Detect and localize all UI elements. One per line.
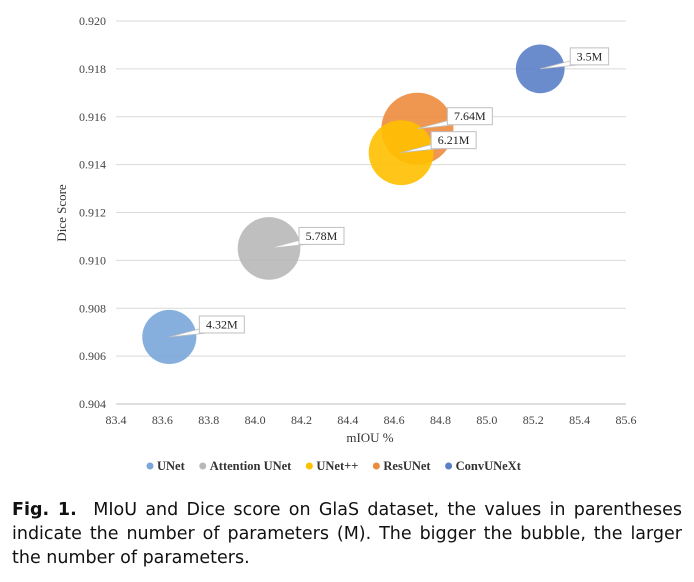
x-axis-title: mIOU % bbox=[346, 430, 393, 445]
x-tick-label: 84.0 bbox=[245, 413, 266, 427]
x-tick-label: 85.0 bbox=[476, 413, 497, 427]
callout-box bbox=[430, 131, 477, 150]
callout-box bbox=[446, 107, 493, 126]
legend-marker bbox=[445, 462, 453, 470]
y-tick-label: 0.906 bbox=[79, 349, 106, 363]
x-tick-label: 84.8 bbox=[430, 413, 451, 427]
callout-box bbox=[298, 226, 345, 245]
x-tick-label: 83.4 bbox=[106, 413, 127, 427]
legend-marker bbox=[305, 462, 313, 470]
caption-text: MIoU and Dice score on GlaS dataset, the… bbox=[12, 500, 682, 568]
x-tick-label: 83.6 bbox=[152, 413, 173, 427]
x-tick-label: 84.4 bbox=[337, 413, 358, 427]
y-tick-label: 0.908 bbox=[79, 301, 106, 315]
y-tick-label: 0.920 bbox=[79, 14, 106, 28]
legend-marker bbox=[199, 462, 207, 470]
legend-label: Attention UNet bbox=[210, 459, 292, 473]
legend-label: UNet++ bbox=[316, 459, 358, 473]
data-label: 6.21M bbox=[438, 133, 470, 147]
callout-box bbox=[198, 315, 245, 334]
axes: 0.904 0.906 0.908 0.910 0.912 0.914 0.916 0.918… bbox=[79, 14, 637, 427]
y-tick-label: 0.910 bbox=[79, 253, 106, 267]
figure-caption: Fig. 1. MIoU and Dice score on GlaS data… bbox=[12, 498, 682, 570]
y-tick-label: 0.904 bbox=[79, 397, 106, 411]
x-tick-label: 83.8 bbox=[198, 413, 219, 427]
x-tick-label: 84.6 bbox=[384, 413, 405, 427]
x-tick-label: 85.6 bbox=[616, 413, 637, 427]
data-label: 3.5M bbox=[577, 49, 603, 63]
callout-box bbox=[569, 47, 610, 66]
legend-label: ResUNet bbox=[383, 459, 431, 473]
x-tick-label: 85.2 bbox=[523, 413, 544, 427]
data-label: 4.32M bbox=[206, 317, 238, 331]
x-tick-label: 84.2 bbox=[291, 413, 312, 427]
legend-marker bbox=[146, 462, 154, 470]
legend-label: UNet bbox=[157, 459, 186, 473]
y-tick-label: 0.916 bbox=[79, 110, 106, 124]
y-tick-label: 0.914 bbox=[79, 158, 106, 172]
y-tick-label: 0.918 bbox=[79, 62, 106, 76]
x-tick-label: 85.4 bbox=[569, 413, 590, 427]
legend-marker bbox=[372, 462, 380, 470]
legend-label: ConvUNeXt bbox=[456, 459, 522, 473]
figure-label: Fig. 1. bbox=[12, 500, 77, 520]
data-labels: 4.32M 5.78M 6.21M 7.64M 3.5M bbox=[169, 47, 610, 338]
bubble-chart: 0.904 0.906 0.908 0.910 0.912 0.914 0.916 0.918… bbox=[54, 14, 637, 473]
y-tick-label: 0.912 bbox=[79, 206, 106, 220]
y-axis-title: Dice Score bbox=[54, 184, 69, 242]
data-label: 5.78M bbox=[306, 229, 338, 243]
data-label: 7.64M bbox=[454, 109, 486, 123]
legend: UNet Attention UNet UNet++ ResUNet ConvUNeXt bbox=[146, 459, 522, 473]
